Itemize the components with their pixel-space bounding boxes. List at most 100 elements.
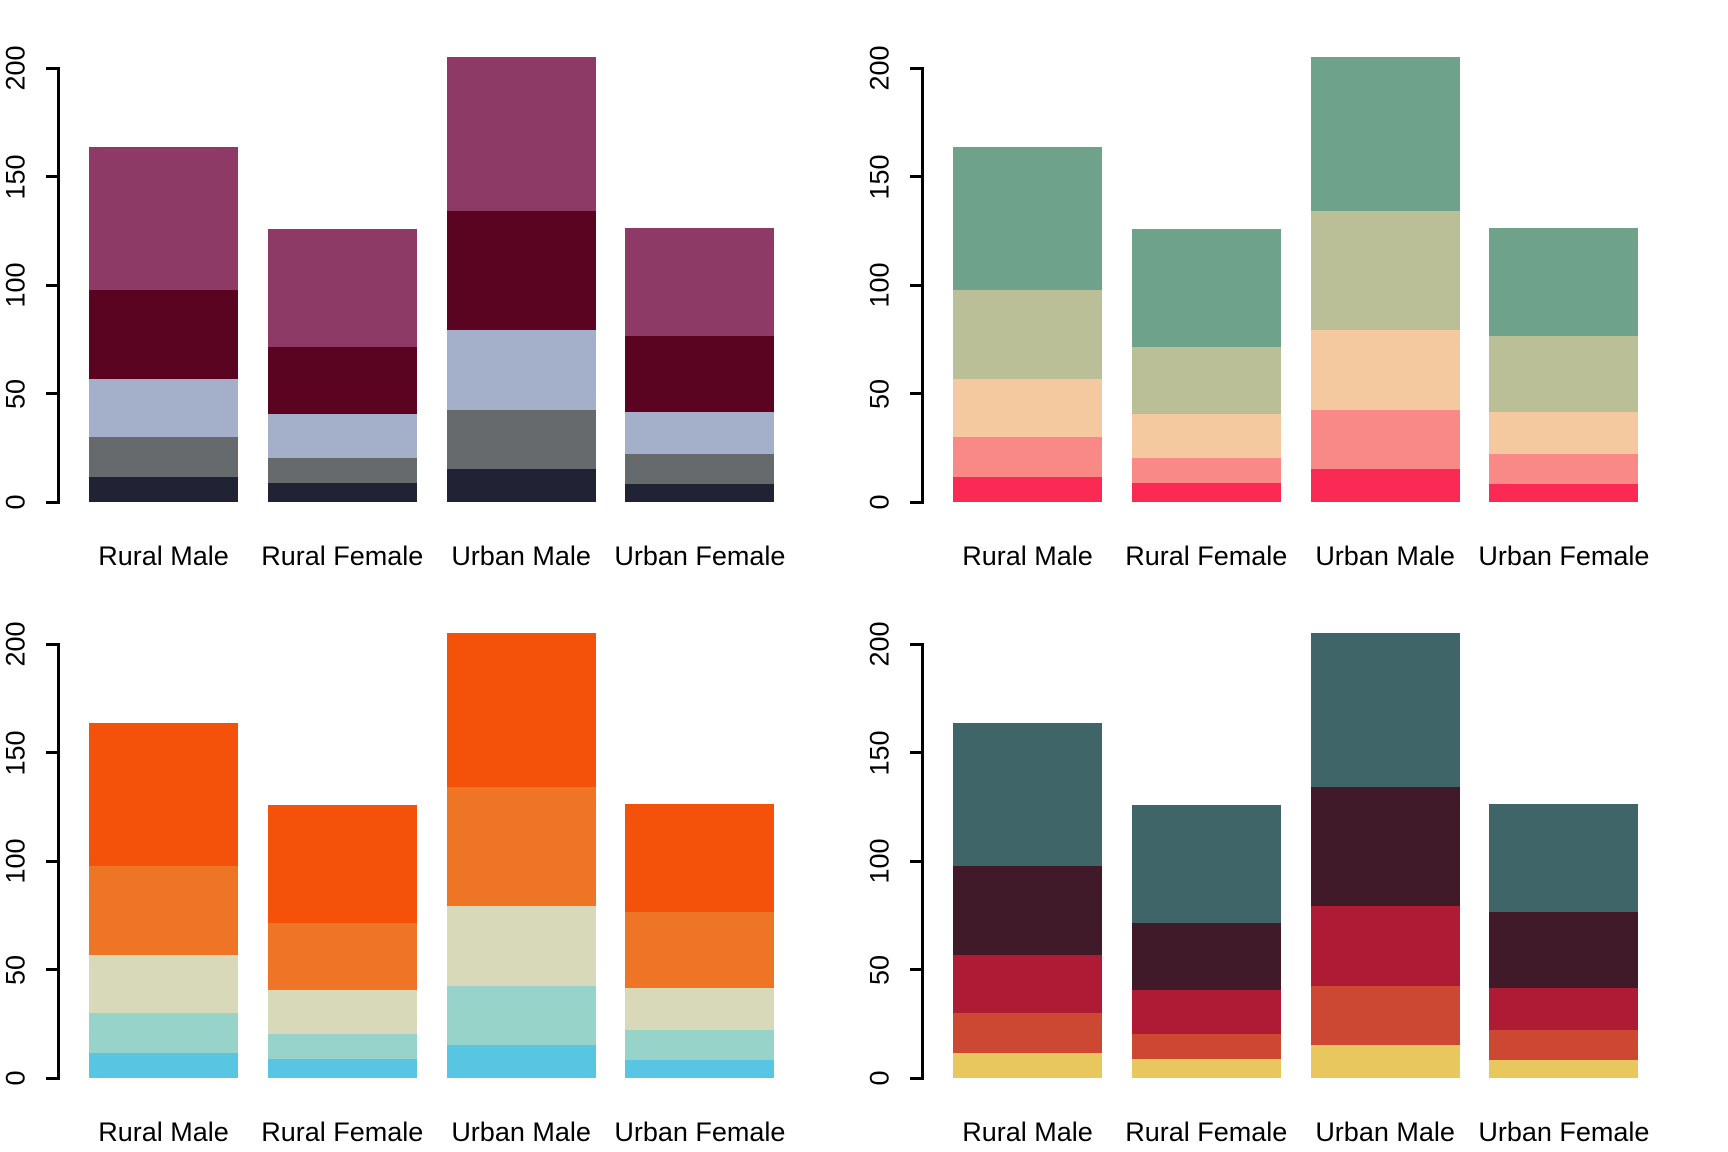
- y-axis-tick: [46, 968, 60, 971]
- bar-segment: [1310, 468, 1460, 502]
- bar-segment: [953, 954, 1102, 1014]
- x-category-label: Rural Male: [962, 1117, 1093, 1148]
- bar-segment: [89, 437, 238, 477]
- bar-segment: [625, 412, 775, 455]
- y-axis-tick: [910, 859, 924, 863]
- y-tick-label: 150: [0, 729, 31, 776]
- bar-segment: [1131, 413, 1281, 458]
- bar-segment: [1310, 633, 1460, 788]
- x-category-label: Urban Male: [451, 1117, 591, 1148]
- chart-panel-top-right: 0 50 100 150 200 Rural Male Rural Female Urban …: [864, 0, 1728, 576]
- bar-segment: [267, 804, 417, 923]
- bar-segment: [1489, 227, 1639, 337]
- y-tick-label: 100: [864, 838, 895, 884]
- bar-segment: [1489, 1030, 1639, 1060]
- bar-segment: [89, 1052, 238, 1078]
- bar-segment: [446, 468, 596, 502]
- x-category-label: Urban Male: [1315, 541, 1455, 572]
- bar-segment: [953, 722, 1102, 866]
- y-axis-tick: [46, 642, 60, 646]
- chart-panel-bottom-left: 0 50 100 150 200 Rural Male Rural Female Urban …: [0, 576, 864, 1152]
- y-tick-label: 0: [864, 494, 895, 510]
- x-category-label: Rural Male: [98, 541, 229, 572]
- bar-segment: [625, 483, 775, 502]
- bar-segment: [446, 633, 596, 788]
- y-tick-label: 200: [0, 45, 31, 91]
- bar-segment: [1310, 986, 1460, 1045]
- bar-segment: [625, 1030, 775, 1060]
- bar-segment: [89, 289, 238, 379]
- bar-segment: [267, 922, 417, 990]
- bar-segment: [1489, 412, 1639, 455]
- bar-segment: [1489, 988, 1639, 1031]
- bar-segment: [625, 1059, 775, 1078]
- bar-segment: [267, 989, 417, 1034]
- y-tick-label: 200: [0, 621, 31, 667]
- y-axis-tick: [46, 66, 60, 70]
- y-axis-tick: [46, 751, 60, 754]
- bar-segment: [267, 1059, 417, 1078]
- bar-segment: [1131, 804, 1281, 923]
- bar-segment: [953, 476, 1102, 502]
- y-tick-label: 100: [0, 262, 31, 308]
- bar-segment: [625, 227, 775, 337]
- x-category-label: Rural Female: [1125, 1117, 1288, 1148]
- bar-segment: [1489, 336, 1639, 413]
- bar-segment: [1310, 905, 1460, 987]
- bar-segment: [267, 457, 417, 484]
- y-axis-tick: [910, 642, 924, 646]
- bar-segment: [89, 476, 238, 502]
- x-category-label: Urban Female: [1478, 541, 1650, 572]
- x-category-label: Rural Female: [261, 541, 424, 572]
- y-tick-label: 50: [0, 378, 31, 409]
- y-tick-label: 150: [864, 729, 895, 776]
- bar-segment: [1489, 454, 1639, 484]
- y-axis-tick: [46, 859, 60, 863]
- chart-panel-bottom-right: 0 50 100 150 200 Rural Male Rural Female Urban …: [864, 576, 1728, 1152]
- y-axis-tick: [910, 175, 924, 178]
- bar-segment: [953, 378, 1102, 438]
- bar-segment: [446, 1044, 596, 1078]
- bar-segment: [1131, 989, 1281, 1034]
- y-axis-tick: [46, 392, 60, 395]
- y-axis-tick: [910, 283, 924, 287]
- x-category-label: Rural Female: [1125, 541, 1288, 572]
- x-category-label: Urban Male: [451, 541, 591, 572]
- y-tick-label: 50: [0, 954, 31, 985]
- bar-segment: [1131, 346, 1281, 414]
- y-axis-tick: [910, 751, 924, 754]
- bar-segment: [953, 1013, 1102, 1053]
- y-axis-tick: [46, 1076, 60, 1080]
- bar-segment: [446, 905, 596, 987]
- bar-segment: [267, 1033, 417, 1060]
- bar-segment: [89, 865, 238, 955]
- bar-segment: [625, 803, 775, 913]
- bar-segment: [1310, 211, 1460, 330]
- bar-segment: [89, 378, 238, 438]
- bar-segment: [1131, 1033, 1281, 1060]
- x-category-label: Rural Male: [98, 1117, 229, 1148]
- chart-panel-top-left: 0 50 100 150 200 Rural Male Rural Female Urban …: [0, 0, 864, 576]
- bar-segment: [1489, 803, 1639, 913]
- bar-segment: [625, 454, 775, 484]
- bar-segment: [267, 346, 417, 414]
- bar-segment: [446, 787, 596, 906]
- bar-segment: [89, 954, 238, 1014]
- y-tick-label: 100: [0, 838, 31, 884]
- bar-segment: [1489, 483, 1639, 502]
- y-tick-label: 50: [864, 378, 895, 409]
- y-axis-tick: [910, 392, 924, 395]
- bar-segment: [1489, 1059, 1639, 1078]
- y-axis-tick: [910, 1076, 924, 1080]
- bar-segment: [267, 228, 417, 347]
- x-category-label: Urban Female: [1478, 1117, 1650, 1148]
- y-tick-label: 0: [0, 1070, 31, 1086]
- y-tick-label: 150: [0, 153, 31, 200]
- bar-segment: [89, 1013, 238, 1053]
- bar-segment: [625, 336, 775, 413]
- x-category-label: Urban Male: [1315, 1117, 1455, 1148]
- bar-segment: [1131, 228, 1281, 347]
- y-tick-label: 200: [864, 621, 895, 667]
- y-axis-tick: [46, 283, 60, 287]
